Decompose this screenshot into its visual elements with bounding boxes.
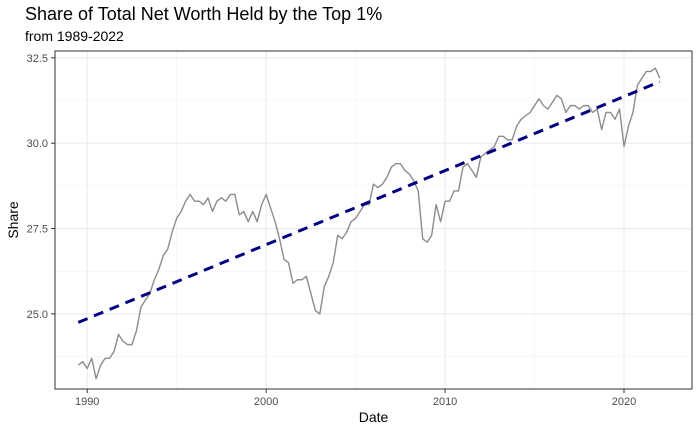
chart-subtitle: from 1989-2022 <box>25 28 124 44</box>
trend-line <box>77 80 661 324</box>
series-layer <box>77 67 661 380</box>
x-tick-label: 2010 <box>433 396 457 408</box>
y-tick-label: 32.5 <box>27 53 48 65</box>
plot-panel-background <box>55 51 692 389</box>
chart-title: Share of Total Net Worth Held by the Top… <box>25 4 383 24</box>
y-axis-title: Share <box>5 201 21 239</box>
x-tick-label: 2000 <box>254 396 278 408</box>
y-tick-label: 30.0 <box>27 138 48 150</box>
y-tick-label: 27.5 <box>27 224 48 236</box>
x-tick-label: 1990 <box>75 396 99 408</box>
x-tick-label: 2020 <box>612 396 636 408</box>
share-line <box>77 67 661 380</box>
y-tick-label: 25.0 <box>27 309 48 321</box>
x-axis-title: Date <box>359 409 389 425</box>
grid <box>55 51 692 389</box>
plot-panel-border <box>54 50 693 390</box>
tick-layer: 1990 2000 2010 2020 25.0 27.5 30.0 32.5 <box>27 53 637 408</box>
